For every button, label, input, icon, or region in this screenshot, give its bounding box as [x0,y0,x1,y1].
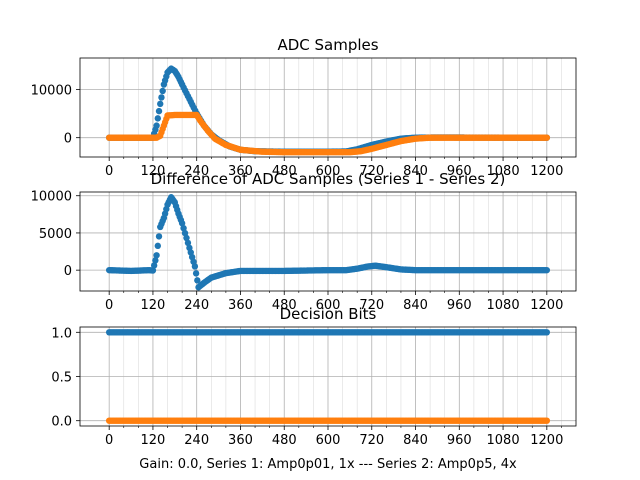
x-tick-label: 240 [184,433,209,448]
data-point [191,263,199,270]
x-tick-label: 360 [228,433,253,448]
x-tick-label: 720 [359,164,384,179]
x-tick-label: 240 [184,298,209,313]
x-tick-label: 840 [403,433,428,448]
x-tick-label: 960 [447,164,472,179]
subplot-title: Decision Bits [280,305,377,323]
x-tick-label: 0 [105,164,113,179]
x-tick-label: 480 [272,433,297,448]
data-point [178,220,186,227]
series-1 [105,329,551,336]
x-tick-label: 360 [228,298,253,313]
x-tick-label: 0 [105,433,113,448]
x-tick-label: 600 [316,433,341,448]
series-layer [105,194,551,291]
subplot-title: ADC Samples [277,36,378,54]
data-point [192,270,200,277]
x-tick-label: 840 [403,298,428,313]
data-point [543,134,551,141]
subplot-3: 0 120 240 360 480 600 720 840 960 1080 1200 0.0 0.5 1… [51,305,577,448]
figure-xlabel: Gain: 0.0, Series 1: Amp0p01, 1x --- Ser… [139,457,517,472]
x-tick-label: 600 [316,164,341,179]
data-point [155,107,163,115]
series-layer [105,329,551,424]
subplot-2: 0 120 240 360 480 600 720 840 960 1080 1200 0 5000 10… [31,170,577,313]
y-tick-label: 0 [64,132,72,147]
x-tick-label: 960 [447,298,472,313]
data-point [543,417,551,424]
data-point [152,257,159,264]
data-point [543,329,551,336]
axes-frame [79,326,577,427]
x-tick-label: 1080 [487,433,520,448]
x-tick-label: 120 [141,433,166,448]
data-point [153,122,160,129]
data-point [150,262,158,269]
data-point [154,242,162,250]
y-tick-label: 10000 [31,83,72,98]
y-tick-label: 0.5 [51,371,72,386]
y-tick-label: 0 [64,264,72,279]
series-layer [105,65,551,156]
data-point [194,277,201,284]
x-tick-label: 480 [272,298,297,313]
axes-frame [79,57,577,158]
data-point [153,252,160,259]
data-point [181,229,189,237]
x-tick-label: 840 [403,164,428,179]
x-tick-label: 1080 [487,164,520,179]
x-tick-label: 240 [184,164,209,179]
data-point [157,100,164,108]
data-point [180,224,187,232]
data-point [184,239,192,247]
y-tick-label: 5000 [39,227,72,242]
data-point [158,94,165,101]
data-point [154,115,162,122]
x-tick-label: 480 [272,164,297,179]
axes-frame [79,191,577,292]
series-1 [105,194,551,291]
x-tick-label: 1200 [530,433,563,448]
data-point [543,266,551,274]
y-tick-label: 1.0 [51,326,72,341]
y-tick-label: 10000 [31,190,72,205]
x-tick-label: 1080 [487,298,520,313]
x-tick-label: 120 [141,164,166,179]
x-tick-label: 600 [316,298,341,313]
series-2 [105,417,551,424]
x-tick-label: 120 [141,298,166,313]
x-tick-label: 720 [359,298,384,313]
data-point [159,87,166,95]
subplot-title: Difference of ADC Samples (Series 1 - Se… [151,170,506,188]
x-tick-label: 1200 [530,298,563,313]
data-point [183,234,190,242]
x-tick-label: 720 [359,433,384,448]
x-tick-label: 1200 [530,164,563,179]
x-tick-label: 0 [105,298,113,313]
series-2 [105,111,551,156]
data-point [155,233,163,240]
data-point [149,267,157,274]
x-tick-label: 360 [228,164,253,179]
x-tick-label: 960 [447,433,472,448]
y-tick-label: 0.0 [51,415,72,430]
subplot-1: 0 120 240 360 480 600 720 840 960 1080 1200 0 10000 A… [31,36,577,179]
